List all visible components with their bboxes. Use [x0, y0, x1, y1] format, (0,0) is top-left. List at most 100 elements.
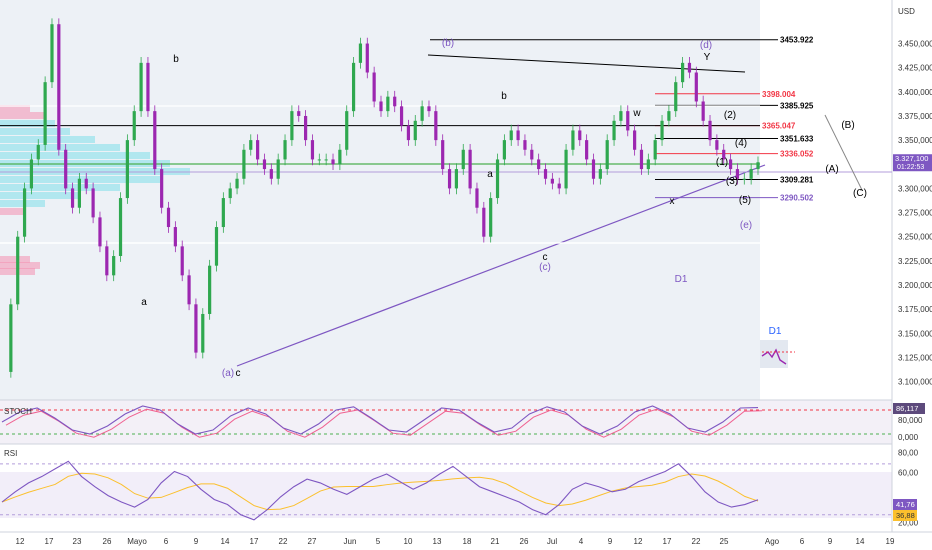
- candle-body: [550, 178, 554, 184]
- time-tick-label: 26: [103, 537, 112, 546]
- time-tick-label: Mayo: [127, 537, 147, 546]
- candle-body: [365, 43, 369, 73]
- candle-body: [70, 188, 75, 208]
- level-label: 3351.633: [780, 135, 814, 144]
- candle-body: [742, 178, 746, 180]
- candle-body: [564, 149, 568, 189]
- stoch-k-line: [1, 405, 759, 435]
- candle-body: [16, 236, 20, 305]
- wave-label: b: [501, 91, 507, 102]
- candle-body: [612, 120, 616, 141]
- candle-body: [585, 140, 589, 160]
- price-tick-label: 3.300,000: [898, 184, 932, 193]
- candle-body: [118, 198, 123, 257]
- volume-profile-bar: [0, 112, 45, 119]
- time-tick-label: 6: [164, 537, 169, 546]
- rsi-tick-label: 20,00: [898, 518, 919, 527]
- volume-profile-bar: [0, 208, 25, 215]
- candle-body: [434, 111, 438, 141]
- candle-body: [701, 101, 705, 121]
- candle-body: [687, 62, 692, 73]
- time-tick-label: 23: [73, 537, 82, 546]
- candle-body: [461, 149, 465, 170]
- candle-body: [91, 188, 95, 218]
- candle-body: [160, 169, 164, 208]
- stoch-indicator: STOCH: [0, 405, 892, 438]
- candle-body: [242, 149, 246, 179]
- price-tick-label: 3.400,000: [898, 88, 932, 97]
- candle-body: [399, 106, 404, 126]
- time-tick-label: 21: [491, 537, 500, 546]
- candle-body: [50, 24, 54, 83]
- candle-body: [578, 130, 582, 141]
- candle-body: [633, 130, 637, 150]
- wave-label: (4): [735, 138, 747, 149]
- time-tick-label: 25: [720, 537, 729, 546]
- uptrend-line[interactable]: [236, 164, 766, 367]
- candle-body: [605, 140, 609, 170]
- candle-body: [386, 96, 390, 112]
- wave-label: (A): [825, 164, 838, 175]
- wave-label: (3): [726, 176, 738, 187]
- time-tick-label: Jul: [547, 537, 557, 546]
- time-axis[interactable]: 12 17 23 26 Mayo 6 9 14 17 22 27 Jun 5 10 13 18 21 26 Jul 4…: [16, 537, 895, 546]
- analysis-zone: [0, 0, 760, 400]
- candle-body: [146, 62, 150, 112]
- level-label: 3290.502: [780, 194, 814, 203]
- volume-profile-bar: [0, 256, 30, 263]
- time-tick-label: 10: [404, 537, 413, 546]
- time-tick-label: 17: [663, 537, 672, 546]
- candle-body: [77, 178, 81, 208]
- projection-path: [824, 114, 863, 191]
- candle-body: [132, 111, 136, 141]
- candle-body: [105, 246, 109, 276]
- candle-body: [447, 169, 452, 189]
- candle-body: [537, 159, 541, 170]
- candle-body: [235, 178, 239, 189]
- candle-body: [393, 96, 397, 107]
- level-label: 3336.052: [780, 150, 814, 159]
- rsi-line: [1, 460, 759, 521]
- rsi-band: [0, 472, 892, 518]
- wave-label: (a): [222, 368, 234, 379]
- candle-body: [495, 159, 500, 199]
- wave-label: (e): [740, 220, 752, 231]
- time-tick-label: 9: [608, 537, 613, 546]
- volume-profile-bar: [0, 152, 150, 159]
- rsi-tick-label: 80,00: [898, 448, 919, 457]
- wave-label: c: [543, 252, 548, 263]
- candle-body: [228, 188, 232, 199]
- price-tick-label: 3.275,000: [898, 209, 932, 218]
- candle-body: [194, 304, 198, 353]
- trendlines: [0, 54, 892, 367]
- volume-profile-bar: [0, 184, 120, 191]
- candle-body: [639, 149, 644, 170]
- stoch-value: 86,117: [896, 404, 918, 413]
- price-tick-label: 3.200,000: [898, 281, 932, 290]
- candle-body: [304, 115, 308, 141]
- candle-body: [139, 62, 143, 112]
- candle-body: [441, 140, 445, 170]
- candle-body: [406, 125, 411, 141]
- candle-body: [153, 111, 157, 170]
- price-axis[interactable]: USD 3.450,000 3.425,000 3.400,000 3.375,000 3…: [893, 7, 932, 527]
- upper-trendline[interactable]: [427, 54, 746, 73]
- candle-body: [674, 82, 678, 112]
- candle-body: [180, 246, 184, 276]
- time-tick-label: 14: [856, 537, 865, 546]
- stoch-pane[interactable]: [0, 400, 892, 444]
- countdown-value: 01:22:53: [897, 164, 924, 171]
- rsi-ma-value: 36,88: [896, 511, 915, 520]
- rsi-value-tag: [893, 499, 917, 510]
- candle-body: [667, 111, 671, 121]
- wave-label: (1): [716, 157, 728, 168]
- candle-body: [653, 140, 657, 160]
- time-tick-label: 13: [433, 537, 442, 546]
- time-tick-label: 26: [520, 537, 529, 546]
- wave-label: c: [236, 368, 241, 379]
- candle-body: [57, 24, 61, 150]
- candle-body: [715, 140, 719, 150]
- candle-body: [571, 130, 575, 150]
